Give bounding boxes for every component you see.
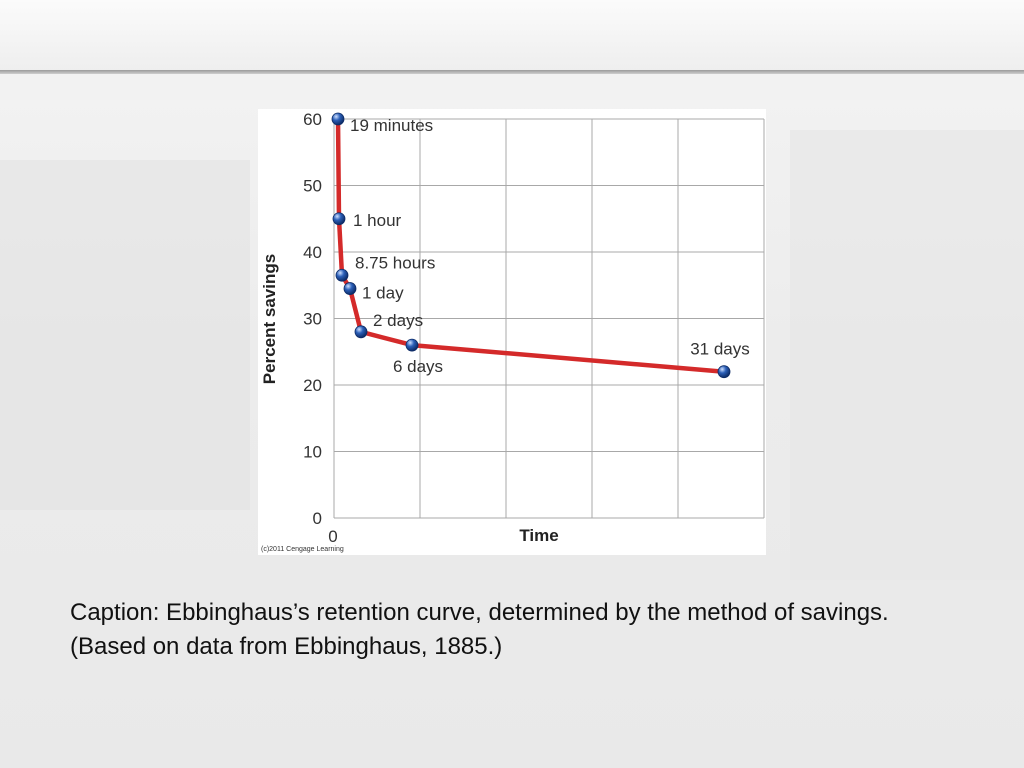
y-tick-label: 50 [303,177,322,196]
y-axis-ticks: 0 10 20 30 40 50 60 [303,110,322,528]
copyright-credit: (c)2011 Cengage Learning [261,546,344,553]
y-tick-label: 10 [303,443,322,462]
y-tick-label: 0 [313,509,322,528]
retention-chart: 0 10 20 30 40 50 60 0 Time Percent savings 19 … [260,110,765,553]
y-tick-label: 30 [303,310,322,329]
x-axis-title: Time [519,526,558,545]
data-label: 2 days [373,311,423,330]
data-point [331,112,345,126]
y-tick-label: 20 [303,376,322,395]
data-label: 8.75 hours [355,253,435,272]
y-tick-label: 40 [303,243,322,262]
data-labels: 19 minutes 1 hour 8.75 hours 1 day 2 days 6 d… [350,116,750,376]
data-point [354,325,368,339]
data-label: 6 days [393,357,443,376]
data-point [405,338,419,352]
data-point [343,282,357,295]
data-label: 31 days [690,340,750,359]
x-tick-label: 0 [328,527,337,546]
header-rule [0,70,1024,74]
header-band [0,0,1024,72]
slide-caption: Caption: Ebbinghaus’s retention curve, d… [70,599,889,660]
y-axis-title: Percent savings [260,254,279,384]
data-point [335,268,349,282]
data-label: 1 hour [353,211,402,230]
grid [333,118,765,519]
y-tick-label: 60 [303,110,322,129]
data-point [717,365,731,379]
background-shape-right [790,130,1024,580]
data-label: 1 day [362,284,404,303]
chart-panel: 0 10 20 30 40 50 60 0 Time Percent savings 19 … [258,109,766,555]
data-label: 19 minutes [350,116,433,135]
retention-curve-line [335,116,727,374]
data-points [331,112,731,379]
data-point [332,212,346,226]
background-shape-left [0,160,250,510]
